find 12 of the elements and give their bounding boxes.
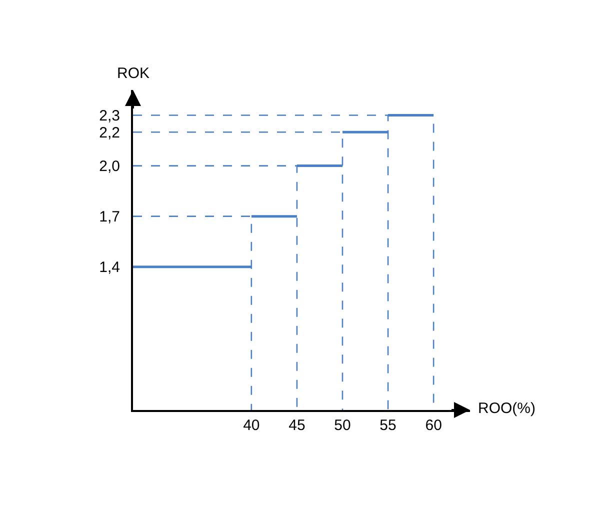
- y-tick-label: 2,3: [99, 108, 120, 125]
- x-tick-label: 55: [380, 417, 396, 434]
- x-axis-title: ROO(%): [478, 400, 536, 417]
- x-tick-label: 45: [288, 417, 306, 434]
- y-tick-label: 2,2: [99, 124, 120, 142]
- x-tick-label: 60: [425, 417, 442, 434]
- x-tick-label: 50: [334, 417, 351, 434]
- x-tick-label: 40: [243, 417, 260, 434]
- y-axis-title: ROK: [117, 65, 150, 82]
- y-tick-label: 2,0: [99, 158, 120, 176]
- y-tick-label: 1,4: [99, 259, 120, 276]
- y-tick-label: 1,7: [99, 208, 120, 226]
